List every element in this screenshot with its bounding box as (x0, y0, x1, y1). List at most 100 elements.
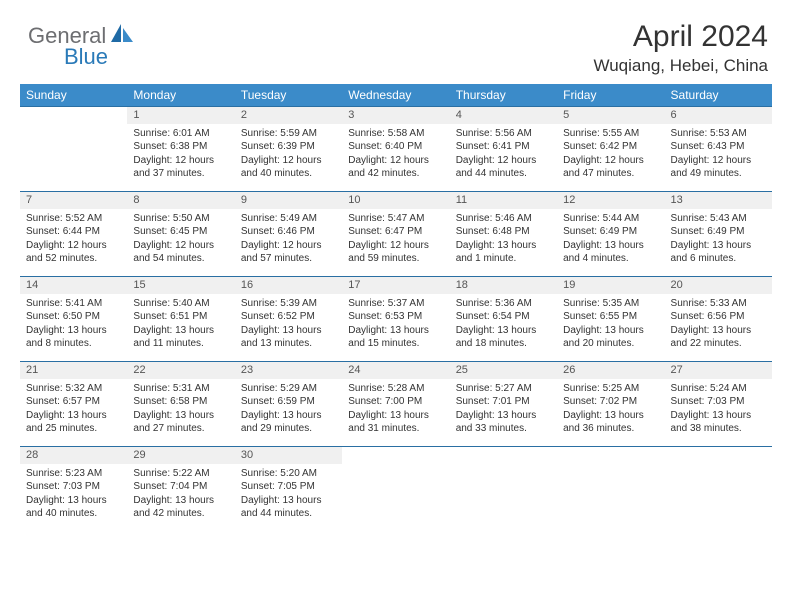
day-content-cell: Sunrise: 5:55 AMSunset: 6:42 PMDaylight:… (557, 124, 664, 192)
sunrise-text: Sunrise: 5:46 AM (456, 213, 532, 224)
sunset-text: Sunset: 6:56 PM (671, 311, 745, 322)
daylight-text: Daylight: 12 hours and 52 minutes. (26, 240, 107, 265)
sunrise-text: Sunrise: 5:22 AM (133, 468, 209, 479)
sunset-text: Sunset: 6:46 PM (241, 226, 315, 237)
daylight-text: Daylight: 13 hours and 22 minutes. (671, 325, 752, 350)
sunrise-text: Sunrise: 5:29 AM (241, 383, 317, 394)
day-content-cell: Sunrise: 5:53 AMSunset: 6:43 PMDaylight:… (665, 124, 772, 192)
daylight-text: Daylight: 13 hours and 13 minutes. (241, 325, 322, 350)
logo-sail-icon (109, 22, 135, 49)
day-content-row: Sunrise: 5:41 AMSunset: 6:50 PMDaylight:… (20, 294, 772, 362)
location-text: Wuqiang, Hebei, China (593, 56, 768, 76)
daylight-text: Daylight: 13 hours and 33 minutes. (456, 410, 537, 435)
month-title: April 2024 (593, 20, 768, 54)
daylight-text: Daylight: 12 hours and 40 minutes. (241, 155, 322, 180)
day-content-cell: Sunrise: 5:28 AMSunset: 7:00 PMDaylight:… (342, 379, 449, 447)
daylight-text: Daylight: 12 hours and 57 minutes. (241, 240, 322, 265)
day-number-cell: 17 (342, 277, 449, 294)
daylight-text: Daylight: 13 hours and 36 minutes. (563, 410, 644, 435)
sunset-text: Sunset: 6:49 PM (671, 226, 745, 237)
sunrise-text: Sunrise: 5:41 AM (26, 298, 102, 309)
daylight-text: Daylight: 13 hours and 40 minutes. (26, 495, 107, 520)
day-content-cell (342, 464, 449, 532)
day-number-cell: 10 (342, 192, 449, 209)
daylight-text: Daylight: 13 hours and 29 minutes. (241, 410, 322, 435)
sunrise-text: Sunrise: 5:33 AM (671, 298, 747, 309)
day-content-cell: Sunrise: 5:25 AM Sunset: 7:02 PM Daylight:… (557, 379, 664, 447)
sunrise-text: Sunrise: 5:55 AM (563, 128, 639, 139)
sunset-text: Sunset: 6:45 PM (133, 226, 207, 237)
sunrise-text: Sunrise: 5:43 AM (671, 213, 747, 224)
daylight-text: Daylight: 13 hours and 4 minutes. (563, 240, 644, 265)
day-number-cell: 18 (450, 277, 557, 294)
day-number-cell: 1 (127, 107, 234, 124)
day-number-cell: 15 (127, 277, 234, 294)
sunset-text: Sunset: 6:40 PM (348, 141, 422, 152)
sunset-text: Sunset: 6:38 PM (133, 141, 207, 152)
sunrise-text: Sunrise: 5:37 AM (348, 298, 424, 309)
day-number-cell: 22 (127, 362, 234, 379)
day-content-cell: Sunrise: 5:47 AMSunset: 6:47 PMDaylight:… (342, 209, 449, 277)
day-number-cell: 12 (557, 192, 664, 209)
day-number-row: 282930 (20, 447, 772, 464)
daylight-text: Daylight: 12 hours and 49 minutes. (671, 155, 752, 180)
weekday-header: Monday (127, 84, 234, 107)
sunset-text: Sunset: 7:02 PM (563, 396, 637, 407)
day-number-cell: 4 (450, 107, 557, 124)
day-number-cell: 19 (557, 277, 664, 294)
day-number-cell: 21 (20, 362, 127, 379)
sunset-text: Sunset: 6:53 PM (348, 311, 422, 322)
sunrise-text: Sunrise: 5:56 AM (456, 128, 532, 139)
sunset-text: Sunset: 6:58 PM (133, 396, 207, 407)
daylight-text: Daylight: 13 hours and 44 minutes. (241, 495, 322, 520)
day-number-cell: 16 (235, 277, 342, 294)
sunset-text: Sunset: 6:55 PM (563, 311, 637, 322)
daylight-text: Daylight: 13 hours and 1 minute. (456, 240, 537, 265)
sunrise-text: Sunrise: 5:36 AM (456, 298, 532, 309)
day-number-cell: 14 (20, 277, 127, 294)
weekday-header: Wednesday (342, 84, 449, 107)
sunset-text: Sunset: 7:03 PM (671, 396, 745, 407)
sunset-text: Sunset: 6:41 PM (456, 141, 530, 152)
sunset-text: Sunset: 6:39 PM (241, 141, 315, 152)
sunrise-text: Sunrise: 5:23 AM (26, 468, 102, 479)
sunset-text: Sunset: 6:44 PM (26, 226, 100, 237)
sunset-text: Sunset: 6:59 PM (241, 396, 315, 407)
daylight-text: Daylight: 13 hours and 27 minutes. (133, 410, 214, 435)
day-content-cell: Sunrise: 6:01 AMSunset: 6:38 PMDaylight:… (127, 124, 234, 192)
day-content-row: Sunrise: 5:32 AMSunset: 6:57 PMDaylight:… (20, 379, 772, 447)
sunrise-text: Sunrise: 5:39 AM (241, 298, 317, 309)
sunrise-text: Sunrise: 5:58 AM (348, 128, 424, 139)
day-number-cell: 13 (665, 192, 772, 209)
sunset-text: Sunset: 7:03 PM (26, 481, 100, 492)
day-number-cell: 29 (127, 447, 234, 464)
weekday-header: Sunday (20, 84, 127, 107)
day-number-cell (450, 447, 557, 464)
day-number-cell: 25 (450, 362, 557, 379)
daylight-text: Daylight: 13 hours and 11 minutes. (133, 325, 214, 350)
sunset-text: Sunset: 6:51 PM (133, 311, 207, 322)
day-content-cell: Sunrise: 5:50 AMSunset: 6:45 PMDaylight:… (127, 209, 234, 277)
daylight-text: Daylight: 13 hours and 18 minutes. (456, 325, 537, 350)
day-content-cell: Sunrise: 5:40 AMSunset: 6:51 PMDaylight:… (127, 294, 234, 362)
sunset-text: Sunset: 7:00 PM (348, 396, 422, 407)
day-content-cell (450, 464, 557, 532)
day-content-cell: Sunrise: 5:41 AMSunset: 6:50 PMDaylight:… (20, 294, 127, 362)
day-content-cell: Sunrise: 5:43 AMSunset: 6:49 PMDaylight:… (665, 209, 772, 277)
logo: General Blue (28, 22, 135, 49)
day-content-row: Sunrise: 5:23 AM Sunset: 7:03 PM Daylight:… (20, 464, 772, 532)
day-number-cell: 9 (235, 192, 342, 209)
day-number-cell: 5 (557, 107, 664, 124)
sunrise-text: Sunrise: 5:25 AM (563, 383, 639, 394)
daylight-text: Daylight: 13 hours and 42 minutes. (133, 495, 214, 520)
day-number-cell (342, 447, 449, 464)
daylight-text: Daylight: 13 hours and 15 minutes. (348, 325, 429, 350)
sunset-text: Sunset: 7:05 PM (241, 481, 315, 492)
day-number-cell (20, 107, 127, 124)
logo-text-blue: Blue (64, 44, 108, 69)
day-content-cell: Sunrise: 5:35 AMSunset: 6:55 PMDaylight:… (557, 294, 664, 362)
day-content-row: Sunrise: 6:01 AM Sunset: 6:38 PM Daylight:… (20, 124, 772, 192)
sunrise-text: Sunrise: 6:01 AM (133, 128, 209, 139)
day-content-cell: Sunrise: 5:23 AM Sunset: 7:03 PM Daylight:… (20, 464, 127, 532)
day-content-cell: Sunrise: 5:24 AMSunset: 7:03 PMDaylight:… (665, 379, 772, 447)
